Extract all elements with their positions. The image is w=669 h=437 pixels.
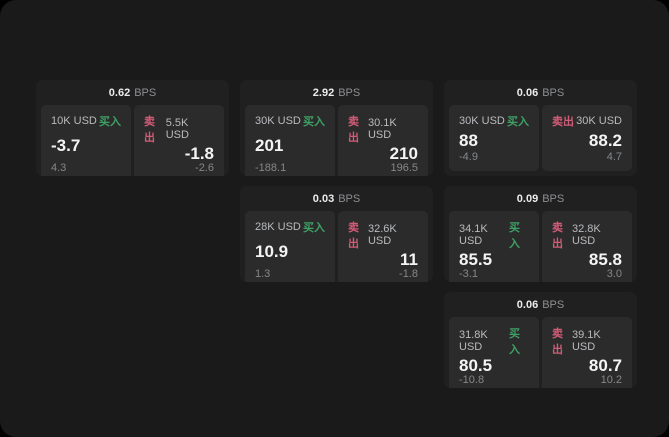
card-header: 0.06 BPS [444,292,637,317]
buy-price: 201 [255,136,284,155]
buy-delta: 1.3 [255,268,271,280]
buy-tag: 买入 [509,328,521,356]
sell-price: -1.8 [184,144,214,163]
card-header: 2.92 BPS [240,80,433,105]
bps-value: 0.06 [516,298,539,311]
bps-unit-label: BPS [542,86,565,99]
bps-value: 0.03 [312,192,335,205]
card-body: 30K USD 买入 201 -188.1 卖出 30.1K USD 210 1… [240,105,433,176]
quote-card: 0.03 BPS 28K USD 买入 10.9 1.3 卖出 32.6K US… [240,186,433,282]
buy-panel[interactable]: 31.8K USD 买入 80.5 -10.8 [449,317,539,388]
bps-unit-label: BPS [542,298,565,311]
card-header: 0.06 BPS [444,80,637,105]
buy-amount: 30K USD [255,115,301,127]
buy-price: 85.5 [459,250,493,269]
card-body: 31.8K USD 买入 80.5 -10.8 卖出 39.1K USD 80.… [444,317,637,388]
sell-panel[interactable]: 卖出 39.1K USD 80.7 10.2 [542,317,632,388]
card-header: 0.62 BPS [36,80,229,105]
buy-tag: 买入 [303,116,325,128]
quote-card: 0.09 BPS 34.1K USD 买入 85.5 -3.1 卖出 32.8K… [444,186,637,282]
card-header: 0.09 BPS [444,186,637,211]
buy-panel[interactable]: 34.1K USD 买入 85.5 -3.1 [449,211,539,282]
sell-price: 210 [389,144,418,163]
buy-delta: -3.1 [459,268,478,280]
sell-amount: 39.1K USD [571,329,601,353]
sell-delta: 3.0 [606,268,622,280]
buy-amount: 31.8K USD [459,329,488,353]
card-body: 34.1K USD 买入 85.5 -3.1 卖出 32.8K USD 85.8… [444,211,637,282]
bps-value: 2.92 [312,86,335,99]
buy-panel[interactable]: 30K USD 买入 88 -4.9 [449,105,539,171]
buy-price: 88 [459,130,478,150]
bps-unit-label: BPS [134,86,157,99]
sell-amount: 30.1K USD [367,117,397,141]
sell-price: 11 [400,250,418,269]
sell-tag: 卖出 [552,328,563,356]
sell-amount: 5.5K USD [165,117,189,141]
sell-panel[interactable]: 卖出 5.5K USD -1.8 -2.6 [134,105,224,176]
sell-panel[interactable]: 卖出 32.6K USD 11 -1.8 [338,211,428,282]
quote-card: 2.92 BPS 30K USD 买入 201 -188.1 卖出 30.1K … [240,80,433,176]
buy-amount: 30K USD [459,115,505,127]
sell-price: 88.2 [588,130,622,150]
buy-delta: 4.3 [51,162,67,174]
card-header: 0.03 BPS [240,186,433,211]
sell-tag: 卖出 [348,222,359,250]
buy-delta: -10.8 [459,374,485,386]
buy-delta: -188.1 [255,162,287,174]
quote-card: 0.06 BPS 30K USD 买入 88 -4.9 卖出 30K USD [444,80,637,176]
sell-price: 80.7 [588,356,622,375]
bps-unit-label: BPS [338,86,361,99]
quote-card-grid: 0.62 BPS 10K USD 买入 -3.7 4.3 卖出 5.5K USD [36,80,637,388]
bps-value: 0.62 [108,86,131,99]
quote-card: 0.06 BPS 31.8K USD 买入 80.5 -10.8 卖出 39.1… [444,292,637,388]
buy-tag: 买入 [99,116,121,128]
sell-delta: 196.5 [390,162,418,174]
buy-amount: 34.1K USD [459,223,488,247]
buy-amount: 28K USD [255,221,301,233]
buy-price: 80.5 [459,356,493,375]
sell-delta: -1.8 [399,268,418,280]
sell-amount: 32.8K USD [571,223,601,247]
sell-amount: 32.6K USD [367,223,397,247]
sell-amount: 30K USD [576,115,622,127]
buy-price: 10.9 [255,242,289,261]
card-body: 28K USD 买入 10.9 1.3 卖出 32.6K USD 11 -1.8 [240,211,433,282]
bps-value: 0.06 [516,86,539,99]
card-body: 30K USD 买入 88 -4.9 卖出 30K USD 88.2 4.7 [444,105,637,176]
quote-card: 0.62 BPS 10K USD 买入 -3.7 4.3 卖出 5.5K USD [36,80,229,176]
sell-tag: 卖出 [552,116,574,128]
sell-tag: 卖出 [348,116,359,144]
buy-price: -3.7 [51,136,81,155]
buy-amount: 10K USD [51,115,97,127]
sell-tag: 卖出 [144,116,155,144]
buy-tag: 买入 [507,116,529,128]
bps-value: 0.09 [516,192,539,205]
card-body: 10K USD 买入 -3.7 4.3 卖出 5.5K USD -1.8 -2.… [36,105,229,176]
sell-delta: 10.2 [600,374,622,386]
sell-delta: 4.7 [606,151,622,163]
bps-unit-label: BPS [338,192,361,205]
sell-panel[interactable]: 卖出 30K USD 88.2 4.7 [542,105,632,171]
buy-panel[interactable]: 28K USD 买入 10.9 1.3 [245,211,335,282]
sell-panel[interactable]: 卖出 30.1K USD 210 196.5 [338,105,428,176]
sell-delta: -2.6 [195,162,214,174]
buy-delta: -4.9 [459,151,478,163]
sell-price: 85.8 [588,250,622,269]
buy-panel[interactable]: 30K USD 买入 201 -188.1 [245,105,335,176]
sell-panel[interactable]: 卖出 32.8K USD 85.8 3.0 [542,211,632,282]
bps-unit-label: BPS [542,192,565,205]
buy-panel[interactable]: 10K USD 买入 -3.7 4.3 [41,105,131,176]
buy-tag: 买入 [509,222,521,250]
sell-tag: 卖出 [552,222,563,250]
buy-tag: 买入 [303,222,325,234]
